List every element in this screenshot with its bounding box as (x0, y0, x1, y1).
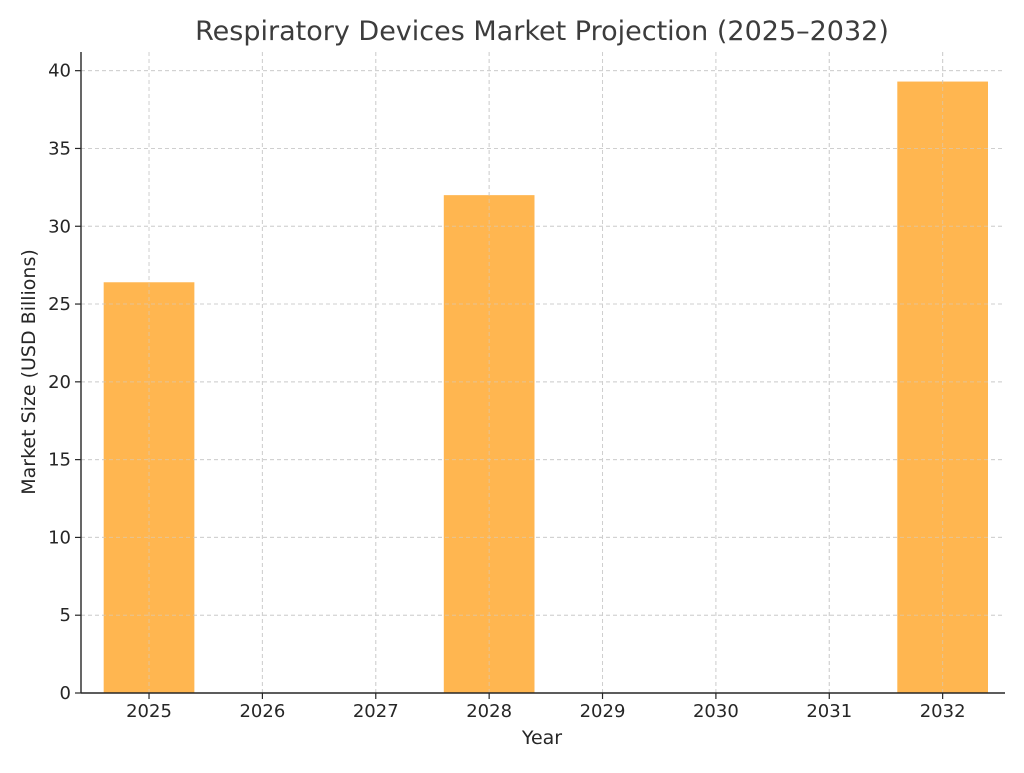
x-tick-label: 2029 (580, 701, 626, 722)
x-tick-label: 2032 (920, 701, 966, 722)
chart-title: Respiratory Devices Market Projection (2… (195, 16, 889, 47)
bar-layer (103, 81, 988, 694)
y-tick-label: 30 (48, 216, 71, 237)
y-tick-label: 25 (48, 294, 71, 315)
y-tick-label: 35 (48, 138, 71, 159)
y-tick-label: 15 (48, 450, 71, 471)
x-tick-label: 2025 (126, 701, 172, 722)
y-axis-label: Market Size (USD Billions) (18, 249, 40, 495)
x-tick-label: 2031 (806, 701, 852, 722)
x-tick-label: 2030 (693, 701, 739, 722)
x-tick-label: 2027 (353, 701, 399, 722)
y-tick-label: 40 (48, 61, 71, 82)
x-tick-label: 2026 (239, 701, 285, 722)
axis-layer (80, 52, 1005, 694)
x-axis-label: Year (521, 727, 562, 749)
grid-overlay (81, 52, 1005, 694)
y-tick-label: 10 (48, 527, 71, 548)
x-tick-label: 2028 (466, 701, 512, 722)
y-tick-label: 20 (48, 372, 71, 393)
y-tick-label: 5 (60, 605, 71, 626)
y-tick-label: 0 (60, 683, 71, 704)
